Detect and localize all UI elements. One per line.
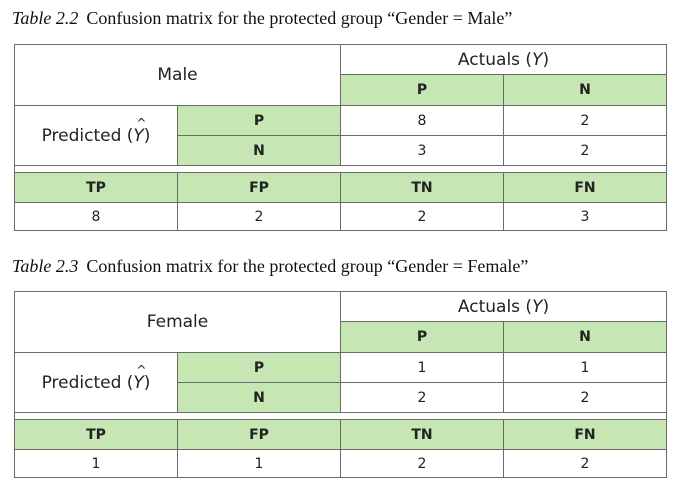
actual-n-header: N [503,74,667,106]
group-label: Female [14,291,341,353]
predicted-label: Predicted (Y) [14,105,178,166]
table-caption: Table 2.2 Confusion matrix for the protec… [12,8,512,29]
metric-header-tn: TN [340,172,504,203]
metric-header-fp: FP [177,172,341,203]
actuals-header: Actuals (Y) [340,291,667,322]
cell-nn: 2 [503,135,667,166]
metric-value-tp: 8 [14,202,178,231]
metric-value-fn: 2 [503,449,667,478]
table-title: Confusion matrix for the protected group… [86,256,529,276]
predicted-label: Predicted (Y) [14,352,178,413]
confusion-matrix-female: Female Actuals (Y) P N Predicted (Y) P 1… [14,291,667,478]
metric-value-fp: 2 [177,202,341,231]
actual-p-header: P [340,321,504,353]
separator [14,165,667,173]
metric-value-tp: 1 [14,449,178,478]
table-number: Table 2.2 [12,8,79,28]
table-title: Confusion matrix for the protected group… [86,8,513,28]
metric-header-tp: TP [14,419,178,450]
metric-value-tn: 2 [340,449,504,478]
metric-header-fp: FP [177,419,341,450]
metric-header-fn: FN [503,172,667,203]
metric-header-fn: FN [503,419,667,450]
cell-pn: 2 [503,105,667,136]
cell-np: 3 [340,135,504,166]
cell-nn: 2 [503,382,667,413]
cell-pn: 1 [503,352,667,383]
separator [14,412,667,420]
confusion-matrix-male: Male Actuals (Y) P N Predicted (Y) P 8 2… [14,44,667,231]
actuals-header: Actuals (Y) [340,44,667,75]
predicted-n-header: N [177,382,341,413]
actual-p-header: P [340,74,504,106]
metric-value-tn: 2 [340,202,504,231]
predicted-p-header: P [177,105,341,136]
group-label: Male [14,44,341,106]
predicted-n-header: N [177,135,341,166]
predicted-p-header: P [177,352,341,383]
table-number: Table 2.3 [12,256,79,276]
cell-np: 2 [340,382,504,413]
metric-header-tn: TN [340,419,504,450]
metric-header-tp: TP [14,172,178,203]
table-caption: Table 2.3 Confusion matrix for the protec… [12,256,528,277]
actual-n-header: N [503,321,667,353]
cell-pp: 1 [340,352,504,383]
cell-pp: 8 [340,105,504,136]
metric-value-fp: 1 [177,449,341,478]
metric-value-fn: 3 [503,202,667,231]
